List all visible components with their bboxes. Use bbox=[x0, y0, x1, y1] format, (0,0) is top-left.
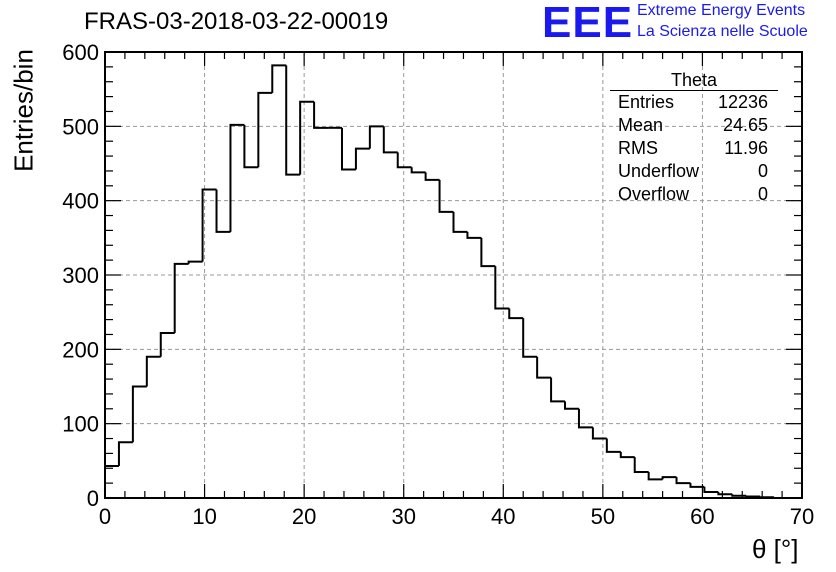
histogram-bin bbox=[466, 231, 482, 239]
histogram-series bbox=[104, 64, 802, 499]
grid-lines bbox=[105, 52, 802, 498]
stats-value: 11.96 bbox=[724, 138, 768, 158]
histogram-bin bbox=[731, 494, 747, 497]
histogram-bin bbox=[410, 167, 426, 174]
histogram-bin bbox=[313, 101, 329, 129]
histogram-bin bbox=[605, 438, 621, 453]
histogram-bin bbox=[382, 126, 398, 154]
histogram-bin bbox=[480, 237, 496, 268]
histogram-bin bbox=[522, 318, 538, 358]
logo-tagline-1: Extreme Energy Events bbox=[637, 2, 806, 19]
histogram-bin bbox=[368, 125, 384, 149]
histogram-bin bbox=[661, 476, 677, 480]
stats-title: Theta bbox=[610, 70, 778, 91]
y-tick-label: 400 bbox=[62, 189, 99, 214]
histogram-bin bbox=[271, 64, 287, 93]
logo-tagline-2: La Scienza nelle Scuole bbox=[637, 23, 808, 40]
histogram-bin bbox=[577, 408, 593, 429]
stats-row-entries: Entries 12236 bbox=[610, 91, 778, 114]
histogram-bin bbox=[619, 451, 635, 459]
histogram-bin bbox=[494, 266, 510, 310]
histogram-bin bbox=[452, 211, 468, 233]
histogram-bin bbox=[438, 179, 454, 213]
stats-value: 24.65 bbox=[722, 115, 768, 135]
y-tick-label: 0 bbox=[87, 486, 99, 511]
y-tick-label: 300 bbox=[62, 263, 99, 288]
stats-row-mean: Mean 24.65 bbox=[610, 114, 778, 137]
histogram-bin bbox=[159, 331, 175, 357]
histogram-bin bbox=[131, 385, 147, 443]
histogram-bin bbox=[508, 308, 524, 320]
stats-row-rms: RMS 11.96 bbox=[610, 137, 778, 160]
histogram-bin bbox=[424, 172, 440, 181]
histogram-bin bbox=[717, 492, 733, 496]
x-tick-label: 30 bbox=[391, 504, 415, 529]
stats-label: Underflow bbox=[618, 161, 700, 181]
histogram-bin bbox=[145, 355, 161, 387]
histogram-bin bbox=[633, 457, 649, 473]
stats-label: Mean bbox=[618, 115, 664, 135]
stats-box: Theta Entries 12236 Mean 24.65 RMS 11.96… bbox=[610, 70, 778, 206]
stats-value: 0 bbox=[757, 184, 768, 204]
x-tick-label: 40 bbox=[491, 504, 515, 529]
histogram-bin bbox=[187, 260, 203, 264]
axis-ticks bbox=[104, 51, 803, 499]
y-tick-label: 600 bbox=[62, 40, 99, 65]
stats-row-overflow: Overflow 0 bbox=[610, 183, 778, 206]
stats-label: RMS bbox=[618, 138, 658, 158]
x-tick-label: 20 bbox=[292, 504, 316, 529]
histogram-bin bbox=[299, 100, 315, 175]
chart-title: FRAS-03-2018-03-22-00019 bbox=[84, 8, 389, 35]
stats-value: 12236 bbox=[717, 92, 768, 112]
histogram-bin bbox=[745, 495, 761, 498]
stats-label: Entries bbox=[618, 92, 675, 112]
histogram-bin bbox=[257, 91, 273, 168]
stats-label: Overflow bbox=[618, 184, 690, 204]
histogram-bin bbox=[536, 356, 552, 379]
histogram-bin bbox=[703, 486, 719, 494]
histogram-bin bbox=[215, 189, 231, 233]
histogram-bin bbox=[675, 477, 691, 485]
stats-value: 0 bbox=[757, 161, 768, 181]
stats-row-underflow: Underflow 0 bbox=[610, 160, 778, 183]
histogram-bin bbox=[285, 65, 301, 176]
histogram-bin bbox=[117, 441, 133, 467]
histogram-bin bbox=[591, 427, 607, 440]
x-tick-label: 70 bbox=[790, 504, 814, 529]
histogram-bin bbox=[104, 465, 119, 498]
x-axis-label: θ [°] bbox=[752, 534, 799, 564]
y-tick-label: 200 bbox=[62, 337, 99, 362]
y-axis-label: Entries/bin bbox=[8, 49, 39, 172]
histogram-bin bbox=[201, 188, 217, 262]
x-tick-label: 60 bbox=[690, 504, 714, 529]
histogram-bin bbox=[689, 483, 705, 488]
histogram-bin bbox=[173, 262, 189, 333]
histogram-bin bbox=[647, 471, 663, 481]
histogram-bin bbox=[550, 377, 566, 403]
y-tick-label: 500 bbox=[62, 114, 99, 139]
y-tick-label: 100 bbox=[62, 412, 99, 437]
x-tick-label: 10 bbox=[192, 504, 216, 529]
eee-logo: EEE bbox=[542, 0, 634, 47]
histogram-bin bbox=[340, 127, 356, 171]
x-tick-label: 0 bbox=[99, 504, 111, 529]
histogram-bin bbox=[243, 124, 259, 169]
x-tick-label: 50 bbox=[591, 504, 615, 529]
histogram-bin bbox=[354, 147, 370, 170]
histogram-bin bbox=[396, 152, 412, 169]
histogram-bin bbox=[229, 123, 245, 232]
axis-tick-labels: 0 10 20 30 40 50 60 70 0 100 200 300 400 500 600 bbox=[62, 40, 814, 529]
histogram-bin bbox=[564, 401, 579, 410]
